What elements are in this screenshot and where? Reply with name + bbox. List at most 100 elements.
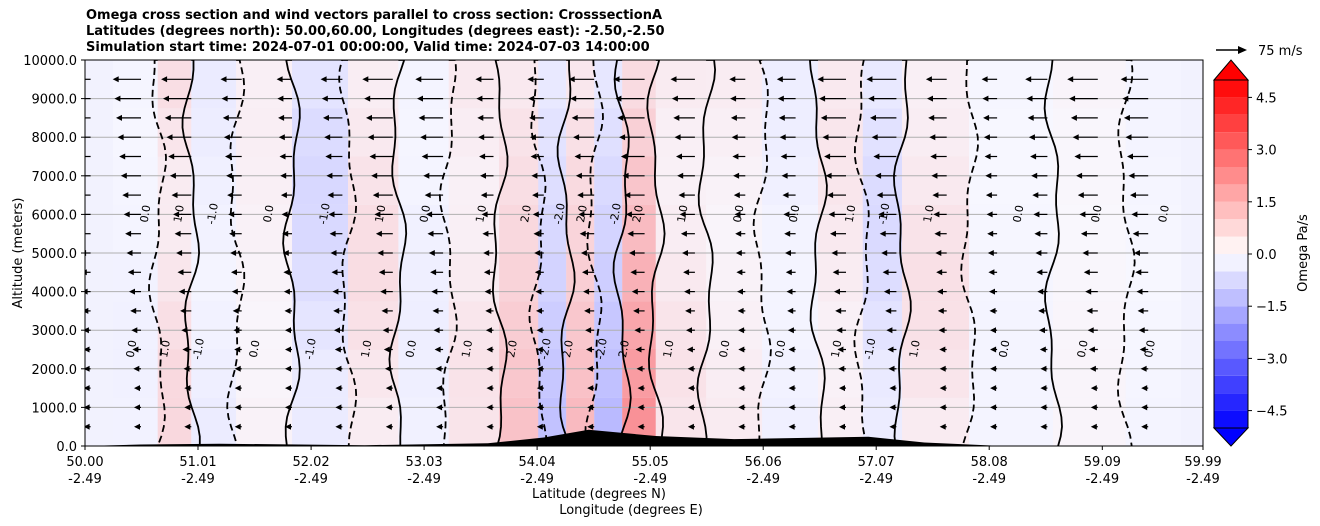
wind-vector-head xyxy=(76,154,82,160)
omega-column-cell xyxy=(113,108,158,157)
wind-vector-head xyxy=(738,346,745,353)
colorbar-segment xyxy=(1214,271,1248,289)
wind-vector-head xyxy=(367,134,374,141)
y-tick-label: 8000.0 xyxy=(32,131,78,146)
wind-vector-head xyxy=(130,307,137,314)
wind-vector-head xyxy=(687,404,694,411)
wind-vector-head xyxy=(578,211,585,218)
wind-vector-head xyxy=(1122,95,1129,102)
contour-label: 0.0 xyxy=(1089,204,1105,223)
omega-column-cell xyxy=(902,397,970,446)
wind-vector-head xyxy=(736,269,743,276)
wind-vector-head xyxy=(624,192,631,199)
wind-vector-head xyxy=(882,269,889,276)
colorbar-segment xyxy=(1214,306,1248,324)
wind-vector-head xyxy=(375,230,382,237)
wind-vector-head xyxy=(1089,365,1096,372)
wind-vector-head xyxy=(415,76,422,83)
contour-label: 1.0 xyxy=(829,339,845,358)
wind-vector-head xyxy=(85,307,89,314)
wind-vector-head xyxy=(835,307,842,314)
wind-vector-head xyxy=(619,134,626,141)
y-tick-label: 6000.0 xyxy=(32,208,78,223)
wind-vector-head xyxy=(827,192,834,199)
wind-vector-head xyxy=(686,327,692,334)
chart-title-line-3: Simulation start time: 2024-07-01 00:00:… xyxy=(86,40,650,55)
y-tick-label: 1000.0 xyxy=(32,401,78,416)
wind-vector-head xyxy=(234,385,241,392)
wind-vector-head xyxy=(119,153,126,160)
wind-vector-head xyxy=(1135,269,1142,276)
y-tick-label: 5000.0 xyxy=(32,247,78,262)
contour-line xyxy=(338,60,358,446)
omega-column-cell xyxy=(292,60,348,109)
wind-vector-head xyxy=(1123,114,1130,121)
wind-vector-head xyxy=(679,211,686,218)
wind-vector-head xyxy=(985,172,992,179)
wind-vector-head xyxy=(478,134,485,141)
wind-vector-head xyxy=(164,114,171,121)
wind-vector-head xyxy=(234,365,241,372)
contour-label: -1.0 xyxy=(862,337,879,360)
wind-vector-head xyxy=(321,95,328,102)
wind-vector-head xyxy=(283,288,290,295)
chart-title-line-1: Omega cross section and wind vectors par… xyxy=(86,8,663,23)
wind-vector-head xyxy=(939,385,946,392)
wind-vector-head xyxy=(174,230,181,237)
omega-column-cell xyxy=(706,156,763,205)
wind-vector-head xyxy=(477,114,484,121)
omega-column-cell xyxy=(818,204,863,254)
wind-vector-head xyxy=(527,76,534,83)
wind-vector-head xyxy=(486,423,493,430)
contour-line xyxy=(808,60,828,446)
contour-label: 0.0 xyxy=(1075,339,1091,358)
wind-vector-head xyxy=(1086,307,1093,314)
contour-line xyxy=(148,60,167,446)
wind-vector-head xyxy=(934,230,941,237)
colorbar-label: Omega Pa/s xyxy=(1296,214,1311,292)
wind-vector-head xyxy=(989,307,996,314)
wind-vector-head xyxy=(417,95,423,102)
omega-column-cell xyxy=(292,397,348,446)
wind-vector-head xyxy=(1090,385,1097,392)
omega-column-cell xyxy=(292,108,348,157)
omega-column-cell xyxy=(902,253,970,302)
wind-vector-head xyxy=(1141,385,1148,392)
omega-column-cell xyxy=(157,397,192,446)
omega-column-cell xyxy=(448,204,500,254)
contour-line xyxy=(853,60,870,446)
wind-vector-head xyxy=(486,385,493,392)
omega-column-cell xyxy=(762,60,819,109)
x-tick-label-longitude: -2.49 xyxy=(746,472,780,487)
contour-line xyxy=(696,60,717,446)
wind-vector-head xyxy=(788,423,795,430)
wind-vector-head xyxy=(1077,192,1084,199)
contour-line xyxy=(181,60,201,446)
wind-vector-head xyxy=(671,95,678,102)
wind-vector-head xyxy=(673,114,680,121)
omega-column-cell xyxy=(113,349,158,398)
omega-column-cell xyxy=(448,253,500,302)
wind-vector-head xyxy=(1141,423,1148,430)
colorbar-tick-label: −1.5 xyxy=(1256,300,1288,315)
wind-vector-head xyxy=(1027,114,1034,121)
wind-vector-head xyxy=(738,327,745,334)
wind-vector-head xyxy=(1082,250,1089,256)
wind-vector-head xyxy=(1074,153,1081,160)
wind-vector-head xyxy=(436,404,443,411)
omega-column-cell xyxy=(499,60,539,109)
omega-column-cell xyxy=(191,156,237,205)
wind-vector-head xyxy=(231,269,237,276)
wind-vector-head xyxy=(125,230,132,237)
wind-vector-head xyxy=(990,423,997,430)
omega-column-cell xyxy=(236,156,293,205)
wind-vector-head xyxy=(680,230,687,237)
omega-column-cell xyxy=(818,108,863,157)
wind-vector-head xyxy=(878,211,885,218)
omega-shading xyxy=(113,60,1182,446)
wind-vector-head xyxy=(283,269,290,276)
omega-column-cell xyxy=(398,253,449,302)
wind-vector-head xyxy=(234,423,241,430)
wind-vector-head xyxy=(285,346,291,353)
wind-vector-head xyxy=(126,250,133,256)
